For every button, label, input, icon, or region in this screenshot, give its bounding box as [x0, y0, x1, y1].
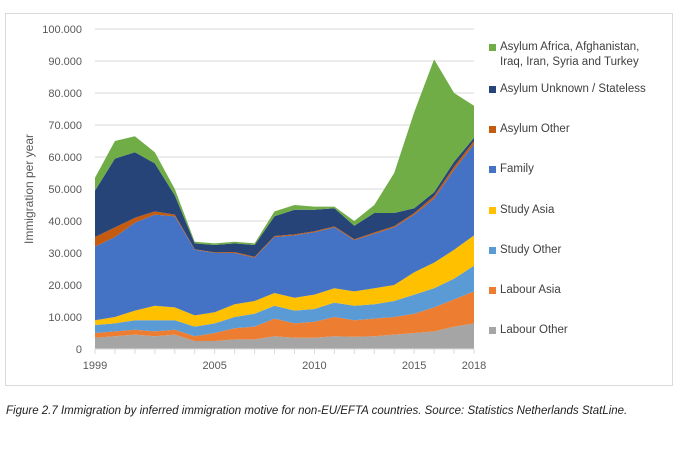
legend-swatch-icon	[489, 44, 496, 51]
stacked-area-chart: 0 10.000 20.000 30.000 40.000 50.000 60.000 70.…	[22, 24, 486, 372]
legend-item: Asylum Africa, Afghanistan, Iraq, Iran, S…	[489, 40, 639, 70]
x-tick-label: 1999	[83, 360, 107, 372]
y-tick-label: 100.000	[42, 24, 82, 36]
legend-item: Study Asia	[489, 203, 554, 218]
y-tick-label: 70.000	[48, 120, 82, 132]
area-study-other	[95, 265, 474, 337]
y-tick-label: 20.000	[48, 280, 82, 292]
area-asylum-unknown-stateless	[95, 137, 474, 257]
y-tick-label: 50.000	[48, 184, 82, 196]
legend-item: Asylum Other	[489, 122, 570, 137]
legend-label: Family	[500, 163, 534, 175]
y-tick-label: 0	[76, 344, 82, 356]
legend-item: Labour Other	[489, 323, 568, 338]
legend-label: Labour Other	[500, 324, 568, 336]
legend-swatch-icon	[489, 86, 496, 93]
y-tick-label: 10.000	[48, 312, 82, 324]
y-tick-label: 40.000	[48, 216, 82, 228]
legend-label: Asylum Other	[500, 123, 570, 135]
area-study-asia	[95, 235, 474, 327]
legend-swatch-icon	[489, 247, 496, 254]
y-tick-label: 80.000	[48, 88, 82, 100]
area-family	[95, 144, 474, 321]
area-labour-other	[95, 323, 474, 349]
y-tick-label: 30.000	[48, 248, 82, 260]
area-labour-asia	[95, 291, 474, 341]
x-tick-label: 2005	[202, 360, 226, 372]
legend-label: Asylum Unknown / Stateless	[500, 83, 646, 95]
legend-item: Asylum Unknown / Stateless	[489, 82, 646, 97]
axes: 0 10.000 20.000 30.000 40.000 50.000 60.000 70.…	[42, 24, 486, 372]
legend-swatch-icon	[489, 207, 496, 214]
area-series	[95, 59, 474, 349]
y-axis-title: Immigration per year	[22, 134, 36, 244]
x-tick-label: 2015	[402, 360, 426, 372]
y-tick-label: 90.000	[48, 56, 82, 68]
figure-caption: Figure 2.7 Immigration by inferred immig…	[6, 405, 628, 417]
x-tick-label: 2010	[302, 360, 326, 372]
legend-swatch-icon	[489, 327, 496, 334]
legend-item: Family	[489, 162, 534, 177]
legend-swatch-icon	[489, 166, 496, 173]
legend-label: Asylum Africa, Afghanistan, Iraq, Iran, S…	[500, 41, 640, 68]
x-tick-label: 2018	[462, 360, 486, 372]
legend-label: Study Asia	[500, 204, 555, 216]
area-asylum-africa-afghanistan-iraq-iran-syria-and-turkey	[95, 59, 474, 246]
legend-item: Labour Asia	[489, 283, 561, 298]
legend-label: Labour Asia	[500, 284, 561, 296]
y-tick-label: 60.000	[48, 152, 82, 164]
legend-swatch-icon	[489, 126, 496, 133]
legend-label: Study Other	[500, 244, 562, 256]
legend-item: Study Other	[489, 243, 561, 258]
legend-swatch-icon	[489, 287, 496, 294]
